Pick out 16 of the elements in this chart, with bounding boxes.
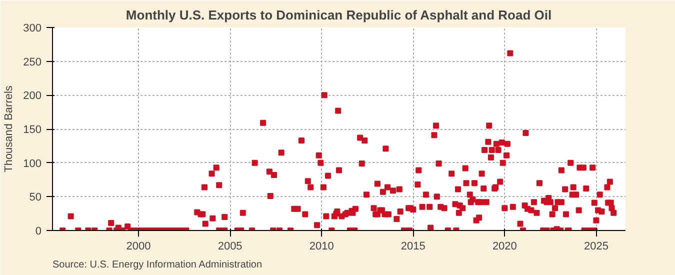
x-tick-label: 2025 (584, 240, 608, 252)
y-tick-label: 250 (23, 56, 42, 68)
x-tick-label: 2005 (218, 240, 242, 252)
x-tick-label: 2020 (492, 240, 517, 252)
y-tick-label: 200 (23, 90, 42, 102)
y-tick-label: 0 (35, 226, 42, 238)
chart-title: Monthly U.S. Exports to Dominican Republic of Asphalt and Road Oil (126, 8, 552, 22)
y-tick-label: 300 (23, 22, 42, 34)
y-tick-label: 100 (23, 158, 42, 170)
y-tick-label: 50 (29, 192, 42, 204)
x-tick-label: 2010 (309, 240, 334, 252)
x-tick-label: 2000 (126, 240, 151, 252)
source-note: Source: U.S. Energy Information Administration (52, 260, 262, 270)
x-tick-label: 2015 (400, 240, 426, 252)
y-tick-label: 150 (23, 124, 42, 136)
y-axis-title: Thousand Barrels (3, 85, 16, 172)
